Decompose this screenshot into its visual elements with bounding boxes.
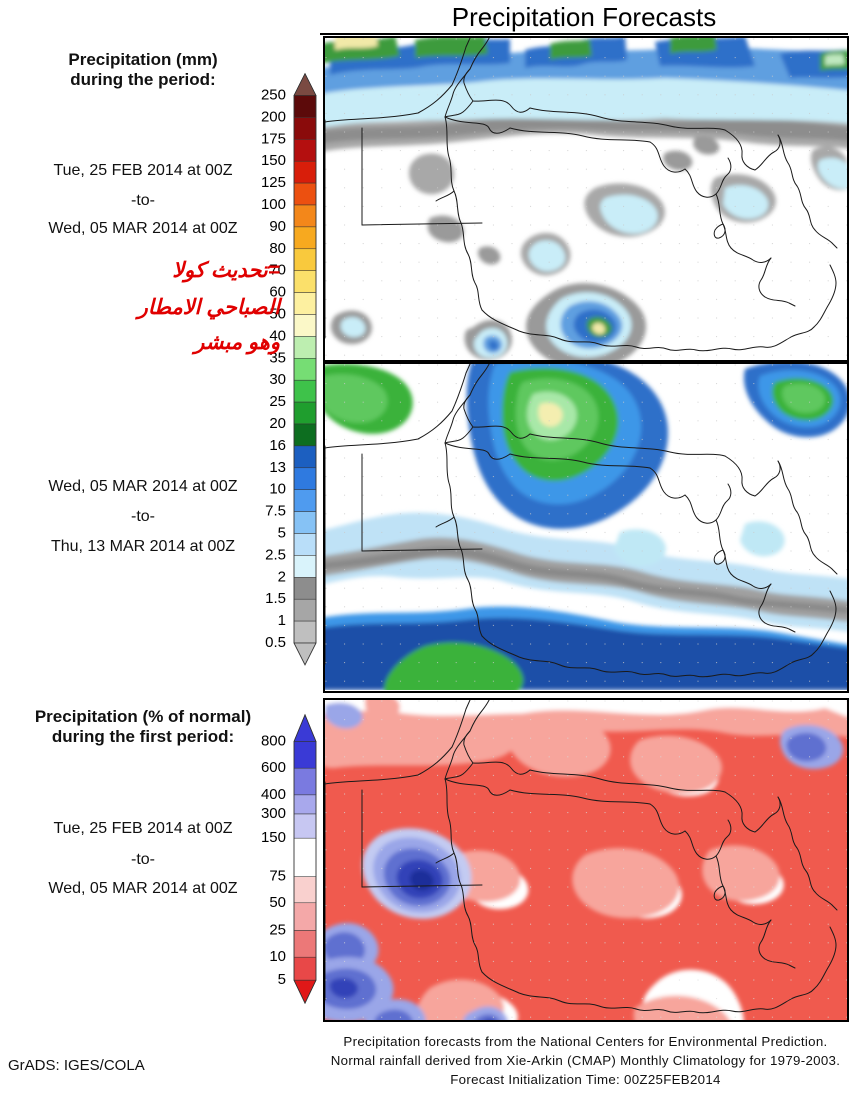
svg-text:1: 1: [278, 612, 286, 629]
svg-text:1.5: 1.5: [265, 590, 286, 607]
svg-text:20: 20: [269, 415, 286, 432]
svg-text:2: 2: [278, 568, 286, 585]
svg-text:0.5: 0.5: [265, 634, 286, 651]
svg-text:200: 200: [261, 108, 286, 125]
svg-text:30: 30: [269, 371, 286, 388]
svg-text:16: 16: [269, 437, 286, 454]
svg-text:5: 5: [278, 971, 286, 988]
svg-text:175: 175: [261, 130, 286, 147]
svg-text:25: 25: [269, 922, 286, 939]
svg-text:5: 5: [278, 525, 286, 542]
svg-text:10: 10: [269, 948, 286, 965]
svg-text:400: 400: [261, 786, 286, 803]
svg-text:25: 25: [269, 393, 286, 410]
svg-text:600: 600: [261, 759, 286, 776]
svg-text:80: 80: [269, 240, 286, 257]
svg-text:13: 13: [269, 459, 286, 476]
